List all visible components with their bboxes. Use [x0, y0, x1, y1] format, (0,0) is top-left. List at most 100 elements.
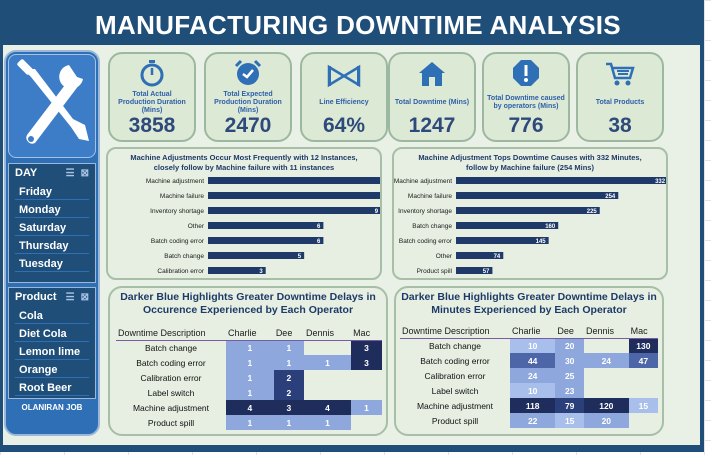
table-cell: 20	[555, 338, 584, 353]
table-row: Label switch 10 23	[400, 383, 658, 398]
category-label: Calibration error	[157, 268, 204, 275]
day-item-thursday[interactable]: Thursday	[15, 238, 89, 254]
category-label: Product spill	[417, 268, 453, 275]
row-label: Machine adjustment	[416, 400, 494, 411]
table-cell: 10	[510, 338, 556, 353]
data-label: 9	[375, 209, 379, 215]
table-cell	[584, 368, 629, 383]
day-item-saturday[interactable]: Saturday	[15, 220, 89, 236]
bar	[456, 207, 600, 214]
table-cell: 44	[510, 353, 556, 368]
kpi-card: Total Actual Production Duration (Mins) …	[108, 52, 196, 142]
bar	[456, 267, 493, 274]
row-label: Label switch	[431, 385, 479, 396]
alarm-clock-icon	[206, 58, 290, 88]
table-cell: 1	[226, 355, 274, 370]
product-item-orange[interactable]: Orange	[15, 362, 89, 378]
row-label: Calibration error	[424, 370, 486, 381]
kpi-value: 2470	[224, 114, 272, 137]
table-cell	[629, 383, 658, 398]
table-cell: 79	[555, 398, 584, 413]
row-label: Batch coding error	[420, 355, 490, 366]
clear-filter-icon[interactable]: ⊠	[80, 167, 89, 179]
table-cell: 22	[510, 413, 556, 428]
multi-select-icon[interactable]: ☰	[65, 291, 75, 303]
table-row: Calibration error 24 25	[400, 368, 658, 383]
minutes-chart: Machine Adjustment Tops Downtime Causes …	[392, 147, 668, 280]
table-row: Calibration error 1 2	[116, 370, 382, 385]
bar	[208, 207, 380, 214]
kpi-label: Total Downtime (Mins)	[394, 99, 470, 106]
table-cell	[584, 383, 629, 398]
day-item-monday[interactable]: Monday	[15, 202, 89, 218]
occurrence-table-card: Darker Blue Highlights Greater Downtime …	[108, 286, 388, 436]
column-header: Charlie	[228, 327, 257, 338]
table-cell: 1	[273, 340, 304, 355]
day-item-friday[interactable]: Friday	[15, 184, 89, 200]
table-cell: 24	[583, 353, 629, 368]
table-cell	[304, 370, 351, 385]
bar	[456, 192, 619, 199]
chart-title: Machine Adjustment Tops Downtime Causes …	[418, 153, 642, 172]
column-header: Mac	[353, 327, 371, 338]
table-row: Machine adjustment 118 79 120 15	[400, 398, 658, 413]
kpi-label: Total Downtime caused by operators (Mins…	[487, 95, 565, 110]
bar	[456, 222, 559, 229]
column-header: Dee	[557, 325, 574, 336]
category-label: Machine adjustment	[146, 178, 204, 185]
column-header: Dennis	[305, 327, 334, 338]
kpi-value: 1247	[408, 114, 456, 137]
category-label: Machine failure	[160, 193, 204, 200]
logo	[8, 54, 96, 158]
row-label: Product spill	[431, 415, 479, 426]
table-row: Batch coding error 44 30 24 47	[400, 353, 658, 368]
row-label: Product spill	[147, 417, 195, 428]
day-item-tuesday[interactable]: Tuesday	[15, 256, 89, 272]
category-label: Batch change	[412, 223, 452, 230]
table-cell	[304, 340, 351, 355]
product-item-diet-cola[interactable]: Diet Cola	[15, 326, 89, 342]
data-label: 145	[536, 239, 547, 245]
wrench-screwdriver-icon	[17, 59, 89, 144]
chart-title: Machine Adjustments Occur Most Frequentl…	[130, 153, 358, 172]
kpi-value: 776	[508, 114, 544, 137]
table-cell: 10	[510, 383, 556, 398]
data-label: 74	[494, 254, 501, 260]
minutes-table: Downtime Description Charlie Dee Dennis Mac B…	[400, 324, 658, 428]
kpi-value: 3858	[128, 114, 176, 137]
table-cell: 130	[628, 338, 658, 353]
table-cell: 47	[628, 353, 658, 368]
data-label: 5	[298, 254, 302, 260]
product-slicer-header: Product	[15, 291, 57, 303]
table-row: Label switch 1 2	[116, 385, 382, 400]
product-item-root-beer[interactable]: Root Beer	[15, 380, 89, 396]
kpi-label: Line Efficiency	[319, 99, 369, 106]
minutes-table-card: Darker Blue Highlights Greater Downtime …	[394, 286, 664, 436]
data-label: 57	[483, 269, 490, 275]
data-label: 6	[317, 239, 321, 245]
table-cell: 4	[226, 400, 274, 415]
minutes-bar-chart: Machine adjustment 332 Machine failure 254 I…	[394, 177, 666, 275]
multi-select-icon[interactable]: ☰	[65, 167, 75, 179]
category-label: Machine failure	[408, 193, 452, 200]
occurrence-table: Downtime Description Charlie Dee Dennis Mac B…	[116, 326, 382, 430]
category-label: Batch coding error	[151, 238, 205, 245]
table-cell: 3	[273, 400, 304, 415]
house-icon	[390, 58, 474, 88]
kpi-value: 38	[608, 114, 632, 137]
row-label: Machine adjustment	[132, 402, 210, 413]
table-cell: 3	[351, 340, 382, 355]
table-cell: 2	[273, 385, 304, 400]
table-cell: 2	[273, 370, 304, 385]
product-item-lemon-lime[interactable]: Lemon lime	[15, 344, 89, 360]
bar	[456, 252, 504, 259]
kpi-card: Total Products 38	[576, 52, 664, 142]
product-item-cola[interactable]: Cola	[15, 308, 89, 324]
table-cell: 4	[303, 400, 352, 415]
table-cell: 118	[510, 398, 556, 413]
clear-filter-icon[interactable]: ⊠	[80, 291, 89, 303]
kpi-card: Total Downtime (Mins) 1247	[388, 52, 476, 142]
data-label: 332	[655, 179, 666, 185]
stopwatch-icon	[110, 58, 194, 88]
table-cell	[304, 385, 351, 400]
